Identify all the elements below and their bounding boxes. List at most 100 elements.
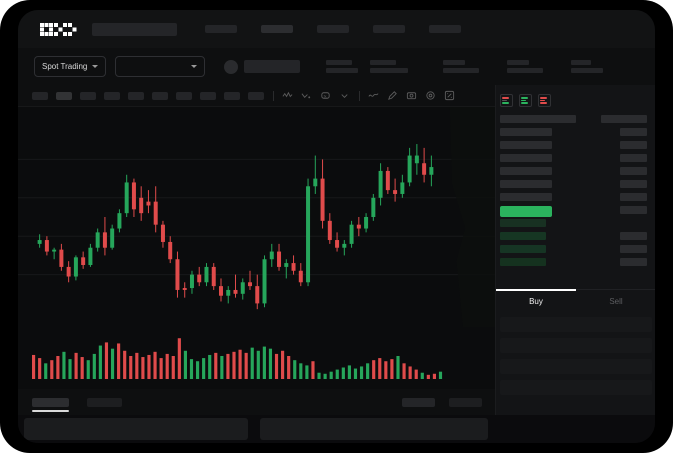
orderbook-cell-price [500,141,552,149]
orderbook-cell-price [500,154,552,162]
tab-sell-label: Sell [609,297,623,306]
orderbook-ask-row[interactable] [496,154,655,162]
orderbook-cell-price [500,219,546,227]
chevron-down-icon [92,65,99,68]
orderbook-view-modes [496,85,655,107]
timeframe-5[interactable] [152,91,168,100]
okx-logo-icon[interactable] [40,22,78,36]
bottom-tab-bar [18,389,495,415]
bottom-tab-1[interactable] [87,397,122,407]
nav-item-4[interactable] [429,25,461,33]
settings-icon[interactable] [425,90,436,101]
orderbook-bid-row[interactable] [496,258,655,266]
orderbook-bid-rows [496,219,655,266]
timeframe-9[interactable] [248,91,264,100]
trading-pair-dropdown[interactable] [115,56,206,77]
orderbook-cell-price [500,193,552,201]
chevron-down-icon[interactable] [339,90,350,101]
top-navigation-bar [18,10,655,48]
camera-icon[interactable] [406,90,417,101]
timeframe-1[interactable] [56,91,72,100]
orderbook-ask-row[interactable] [496,128,655,136]
compare-icon[interactable]: fx [320,90,331,101]
order-field-1[interactable] [500,338,652,353]
orderbook-bid-row[interactable] [496,245,655,253]
line-style-icon[interactable] [368,90,379,101]
orderbook-asks-icon[interactable] [538,94,551,107]
orderbook-cell-amount [620,154,647,162]
market-type-dropdown[interactable]: Spot Trading [34,56,107,77]
orderbook-cell-amount [620,167,647,175]
timeframe-8[interactable] [224,91,240,100]
orderbook-bids-icon[interactable] [519,94,532,107]
bottom-action-1[interactable] [449,397,482,407]
ticker-stat-0 [326,60,359,73]
pencil-icon[interactable] [387,90,398,101]
timeframe-6[interactable] [176,91,192,100]
orderbook-cell-amount [620,258,647,266]
okx-logo-svg [40,22,77,36]
bottom-action-0[interactable] [402,397,435,407]
tab-buy-underline [496,289,576,291]
tab-buy-label: Buy [529,297,543,306]
orderbook-highlight-row[interactable] [496,206,655,217]
orderbook-cell-price [500,245,546,253]
chart-toolbar: fx [18,85,495,107]
candle-type-icon[interactable] [282,90,293,101]
orderbook-ask-row[interactable] [496,141,655,149]
toolbar-divider-2 [359,90,360,101]
orderbook-bid-row[interactable] [496,232,655,240]
orderbook-trade-panel: Buy Sell [495,85,655,415]
nav-item-3[interactable] [373,25,405,33]
bottom-panel-row [18,415,655,443]
buy-sell-tabs: Buy Sell [496,289,655,313]
orderbook-cell-price [500,258,546,266]
ticker-stat-2 [443,60,480,73]
orderbook-rows [496,115,655,266]
orderbook-ask-row[interactable] [496,180,655,188]
orderbook-cell-amount [620,245,647,253]
fullscreen-icon[interactable] [444,90,455,101]
bottom-panel-1[interactable] [260,418,488,440]
timeframe-7[interactable] [200,91,216,100]
volume-series [32,338,443,379]
orderbook-bid-row[interactable] [496,219,655,227]
chevron-down-icon [191,65,198,68]
volume-histogram[interactable] [18,327,495,389]
candle-series [37,144,434,310]
order-field-2[interactable] [500,359,652,374]
token-avatar [224,59,239,74]
orderbook-cell-amount [620,193,647,201]
tab-sell[interactable]: Sell [576,290,655,313]
bottom-tab-0[interactable] [32,397,69,407]
timeframe-3[interactable] [104,91,120,100]
indicators-icon[interactable] [301,90,312,101]
ticker-bar: Spot Trading [18,48,655,85]
orderbook-ask-rows [496,128,655,201]
timeframe-4[interactable] [128,91,144,100]
bottom-panel-0[interactable] [24,418,248,440]
order-field-0[interactable] [500,317,652,332]
svg-text:fx: fx [324,94,327,98]
last-price-value [244,60,301,73]
orderbook-cell-amount [620,141,647,149]
nav-item-2[interactable] [317,25,349,33]
bottom-tab-active-underline [32,409,69,412]
orderbook-cell-amount [620,232,647,240]
timeframe-0[interactable] [32,91,48,100]
timeframe-2[interactable] [80,91,96,100]
nav-items [205,25,461,33]
order-field-3[interactable] [500,380,652,395]
nav-item-0[interactable] [205,25,237,33]
candlestick-chart[interactable] [18,107,495,327]
tab-buy[interactable]: Buy [496,289,576,313]
nav-item-1[interactable] [261,25,293,33]
orderbook-ask-row[interactable] [496,193,655,201]
ticker-stat-1 [370,60,409,73]
volume-histogram-svg [32,338,443,379]
orderbook-cell-amount [620,128,647,136]
search-input[interactable] [92,22,177,36]
orderbook-ask-row[interactable] [496,167,655,175]
ticker-stat-3 [507,60,544,73]
orderbook-both-icon[interactable] [500,94,513,107]
